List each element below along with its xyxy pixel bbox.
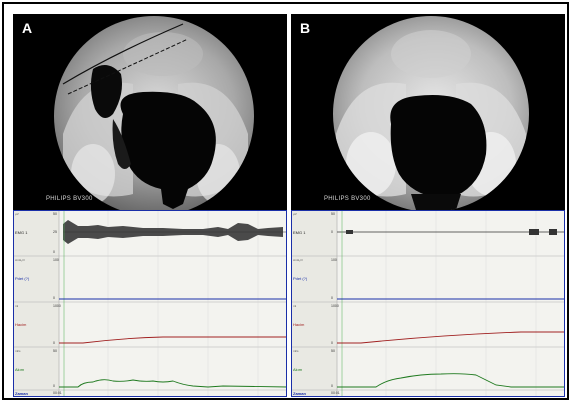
channel-label: Hacim: [15, 322, 27, 327]
xray-device-text: PHILIPS BV300: [46, 196, 93, 202]
channel-label: Akım: [293, 367, 303, 372]
channel-unit: ml: [293, 304, 297, 308]
channel-unit: ml: [15, 304, 19, 308]
channel-unit: cmH₂O: [293, 258, 303, 262]
scale-value: 25: [53, 230, 57, 234]
panel-a: A PHILIPS BV300: [13, 14, 287, 397]
channel-unit: µV: [15, 212, 19, 216]
scale-value: 50: [53, 212, 57, 216]
time-start: 00:01: [53, 391, 62, 395]
scale-value: 0: [331, 341, 333, 345]
channel-unit: cmH₂O: [15, 258, 25, 262]
channel-unit: ml/s: [15, 349, 21, 353]
scale-value: 0: [53, 296, 55, 300]
scale-value: 50: [331, 212, 335, 216]
scale-value: 0: [53, 341, 55, 345]
scale-value: 0: [53, 250, 55, 254]
scale-value: 50: [331, 349, 335, 353]
scale-value: 0: [331, 384, 333, 388]
panel-b: B PHILIPS BV300: [291, 14, 565, 397]
time-start: 00:01: [331, 391, 340, 395]
channel-label: Pdet (?): [293, 276, 308, 281]
channel-label: Akım: [15, 367, 25, 372]
channel-unit: µV: [293, 212, 297, 216]
xray-device-text: PHILIPS BV300: [324, 196, 371, 202]
scale-value: 100: [53, 258, 59, 262]
channel-label: EMG 1: [293, 230, 306, 235]
channel-label: Hacim: [293, 322, 305, 327]
flow-trace: [337, 373, 565, 388]
scale-value: 0: [331, 296, 333, 300]
scale-value: 0: [331, 230, 333, 234]
scale-value: 1000: [53, 304, 61, 308]
scale-value: 100: [331, 258, 337, 262]
channel-label: EMG 1: [15, 230, 28, 235]
panel-label: B: [300, 20, 311, 36]
flow-trace: [59, 379, 287, 388]
urodynamic-trace-b: µV EMG 1 50 0 cmH₂O Pdet (?) 100 0 ml Ha…: [291, 210, 565, 397]
volume-trace: [337, 331, 565, 344]
channel-unit: ml/s: [293, 349, 299, 353]
scale-value: 50: [53, 349, 57, 353]
scale-value: 0: [53, 384, 55, 388]
xray-image-a: [13, 14, 287, 210]
channel-label: Pdet (?): [15, 276, 30, 281]
xray-image-b: [291, 14, 565, 210]
scale-value: 1000: [331, 304, 339, 308]
time-label: Zaman: [15, 391, 28, 396]
time-label: Zaman: [293, 391, 306, 396]
trace-grid-a: [13, 210, 287, 397]
urodynamic-trace-a: µV EMG 1 50 25 0 cmH₂O Pdet (?) 100 0 ml…: [13, 210, 287, 397]
panel-label: A: [22, 20, 33, 36]
volume-trace: [59, 336, 287, 344]
trace-grid-b: [291, 210, 565, 397]
